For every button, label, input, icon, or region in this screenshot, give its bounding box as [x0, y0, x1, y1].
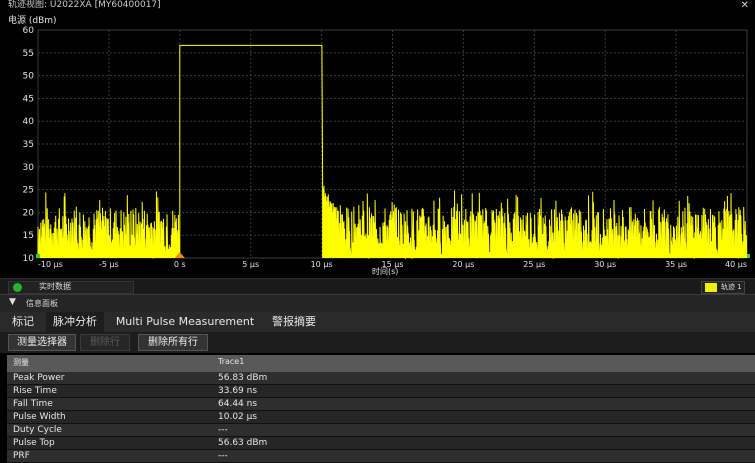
x-tick-label: 35 µs [665, 260, 687, 269]
y-tick-label: 40 [23, 117, 35, 127]
x-tick-label: 0 s [174, 260, 186, 269]
x-tick-label: 40 µs [725, 260, 747, 269]
x-tick-label: -5 µs [99, 260, 119, 269]
column-header-trace1: Trace1 [218, 357, 245, 366]
trace-legend-label: 轨迹 1 [721, 283, 742, 291]
trace-1-line [37, 44, 748, 260]
measurement-selector-button[interactable]: 测量选择器 [8, 334, 76, 351]
x-tick-label: 5 µs [242, 260, 259, 269]
trace-plot: 10 15 20 25 30 35 40 45 50 55 60 -10 µs -5 µs 0 s 5 µs… [23, 26, 750, 269]
y-tick-label: 60 [23, 26, 35, 36]
measurement-table: 测量 Trace1 Peak Power 56.83 dBm Rise Time 33… [7, 355, 755, 463]
info-panel-header[interactable]: ▼ 信息面板 [0, 294, 755, 312]
measurement-value: 56.83 dBm [218, 373, 268, 383]
toolbar: 测量选择器 删除行 删除所有行 [0, 332, 755, 353]
delete-row-button[interactable]: 删除行 [80, 334, 130, 351]
table-row[interactable]: PRF --- [7, 450, 755, 463]
tab-markers[interactable]: 标记 [12, 315, 34, 328]
measurement-value: 10.02 µs [218, 412, 258, 422]
y-tick-label: 15 [23, 231, 34, 241]
y-tick-label: 35 [23, 140, 34, 150]
y-tick-label: 55 [23, 49, 34, 59]
y-tick-label: 45 [23, 94, 34, 104]
table-row[interactable]: Rise Time 33.69 ns [7, 385, 755, 398]
trace-chart[interactable]: 10 15 20 25 30 35 40 45 50 55 60 -10 µs -5 µs 0 s 5 µs… [0, 13, 755, 278]
measurement-name: Rise Time [13, 386, 57, 396]
y-tick-label: 10 [23, 254, 35, 264]
tab-multi-pulse[interactable]: Multi Pulse Measurement [115, 315, 255, 328]
y-tick-label: 30 [23, 163, 35, 173]
delete-all-rows-button[interactable]: 删除所有行 [138, 334, 208, 351]
measurement-name: Fall Time [13, 399, 53, 409]
table-row[interactable]: Pulse Top 56.63 dBm [7, 437, 755, 450]
y-tick-label: 20 [23, 208, 35, 218]
measurement-value: 56.63 dBm [218, 438, 268, 448]
x-tick-label: 30 µs [594, 260, 616, 269]
chevron-down-icon[interactable]: ▼ [9, 297, 16, 307]
measurement-value: 33.69 ns [218, 386, 258, 396]
measurement-name: PRF [13, 451, 30, 461]
tab-alarm-summary[interactable]: 警报摘要 [272, 315, 316, 328]
trace-legend[interactable]: 轨迹 1 [701, 281, 745, 294]
measurement-name: Peak Power [13, 373, 65, 383]
x-tick-label: 25 µs [523, 260, 545, 269]
window-title: 轨迹视图: U2022XA [MY60400017] [8, 0, 161, 10]
reference-marker [36, 254, 40, 258]
x-tick-label: 10 µs [311, 260, 333, 269]
x-tick-label: 15 µs [382, 260, 404, 269]
measurement-name: Pulse Width [13, 412, 66, 422]
measurement-name: Duty Cycle [13, 425, 62, 435]
x-tick-label: -10 µs [38, 260, 63, 269]
column-header-measurement: 测量 [13, 358, 29, 367]
x-axis-label: 时间(s) [372, 267, 399, 276]
y-axis-label: 电源 (dBm) [8, 16, 57, 26]
table-row[interactable]: Duty Cycle --- [7, 424, 755, 437]
y-tick-label: 50 [23, 72, 35, 82]
live-data-indicator[interactable]: 实时数据 [8, 281, 134, 294]
table-row[interactable]: Pulse Width 10.02 µs [7, 411, 755, 424]
status-bar: 实时数据 轨迹 1 [0, 278, 755, 294]
measurement-value: 64.44 ns [218, 399, 258, 409]
tab-bar: 标记 脉冲分析 Multi Pulse Measurement 警报摘要 [0, 312, 755, 332]
trace-color-swatch [705, 283, 717, 292]
x-tick-label: 20 µs [452, 260, 474, 269]
measurement-value: --- [218, 425, 228, 435]
pulse-start-marker [174, 252, 185, 258]
live-status-icon [13, 283, 22, 292]
table-row[interactable]: Fall Time 64.44 ns [7, 398, 755, 411]
table-header: 测量 Trace1 [7, 355, 755, 372]
close-icon[interactable]: ✕ [740, 0, 749, 11]
live-data-label: 实时数据 [39, 282, 71, 291]
measurement-name: Pulse Top [13, 438, 55, 448]
info-panel-title: 信息面板 [26, 299, 58, 308]
y-tick-label: 25 [23, 186, 34, 196]
tab-pulse-analysis[interactable]: 脉冲分析 [46, 312, 104, 332]
title-bar: 轨迹视图: U2022XA [MY60400017] ✕ [0, 0, 755, 13]
measurement-value: --- [218, 451, 228, 461]
table-row[interactable]: Peak Power 56.83 dBm [7, 372, 755, 385]
reference-marker [747, 254, 750, 258]
